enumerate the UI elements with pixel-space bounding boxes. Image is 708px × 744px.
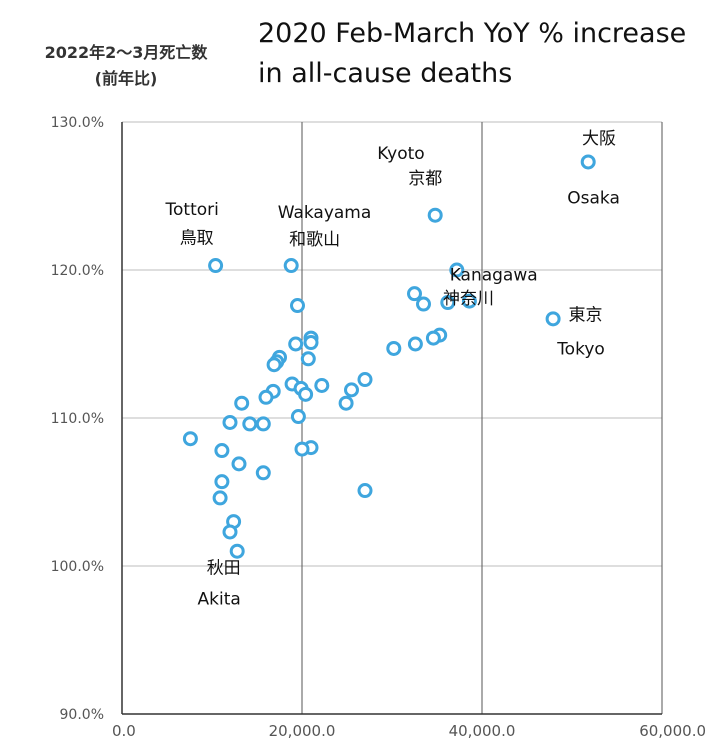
data-point-35 [255, 416, 271, 432]
x-tick-label-2: 40,000.0 [449, 722, 516, 740]
annotations: 大阪 Osaka Kyoto 京都 Tottori 鳥取 Wakayama 和歌山 Kanaga… [165, 129, 620, 609]
annotation-7: 和歌山 [289, 230, 340, 250]
x-tick-label-1: 20,000.0 [269, 722, 336, 740]
data-point-29 [258, 389, 274, 405]
data-point-15 [407, 336, 423, 352]
y-axis-title: 2022年2〜3月死亡数 (前年比) [6, 40, 246, 92]
data-point-26 [344, 382, 359, 398]
data-points [182, 154, 596, 559]
data-point-7 [440, 295, 456, 311]
annotation-10: 東京 [569, 305, 603, 325]
data-point-46 [222, 524, 238, 540]
data-point-43 [357, 483, 373, 499]
annotation-2: Kyoto [377, 144, 424, 164]
data-point-8 [461, 293, 477, 309]
data-point-32 [290, 409, 306, 425]
annotation-1: Osaka [567, 188, 620, 208]
data-point-28 [298, 386, 314, 402]
data-point-22 [357, 372, 373, 388]
y-axis-title-line-1: 2022年2〜3月死亡数 [44, 43, 208, 62]
data-point-33 [222, 414, 238, 430]
data-point-2 [208, 258, 224, 274]
y-tick-label-2: 110.0% [51, 411, 104, 427]
data-point-42 [214, 474, 230, 490]
annotation-4: Tottori [165, 200, 219, 220]
annotation-12: 秋田 [207, 558, 241, 578]
data-point-0 [580, 154, 596, 170]
data-point-14 [425, 330, 441, 346]
data-point-31 [338, 395, 354, 411]
tick-labels: 90.0% 100.0% 110.0% 120.0% 130.0% 0.0 20,000.0… [51, 115, 706, 740]
data-point-40 [231, 456, 247, 472]
data-point-36 [182, 431, 198, 447]
annotation-11: Tokyo [556, 339, 605, 359]
data-point-10 [545, 311, 561, 327]
data-point-21 [300, 351, 316, 367]
data-point-20 [266, 357, 282, 373]
annotation-9: 神奈川 [443, 289, 494, 309]
data-point-41 [255, 465, 271, 481]
x-tick-label-0: 0.0 [112, 722, 136, 740]
data-point-5 [407, 286, 422, 302]
y-tick-label-1: 100.0% [51, 559, 104, 575]
data-point-17 [288, 336, 304, 352]
data-point-16 [386, 340, 402, 356]
annotation-3: 京都 [408, 169, 442, 189]
data-point-44 [212, 490, 228, 506]
axes [121, 122, 662, 715]
y-tick-label-3: 120.0% [51, 263, 104, 279]
data-point-39 [214, 443, 230, 459]
chart-title: 2020 Feb-March YoY % increase in all-cau… [258, 18, 687, 89]
y-tick-label-0: 90.0% [60, 707, 104, 723]
y-tick-label-4: 130.0% [51, 115, 104, 131]
data-point-4 [449, 262, 465, 278]
data-point-1 [427, 207, 443, 223]
annotation-0: 大阪 [582, 129, 616, 149]
annotation-13: Akita [198, 589, 241, 609]
data-point-38 [294, 441, 310, 457]
annotation-8: Kanagawa [450, 265, 538, 285]
data-point-24 [314, 377, 330, 393]
data-point-3 [283, 258, 299, 274]
data-point-6 [416, 296, 431, 312]
annotation-5: 鳥取 [180, 228, 214, 248]
x-tick-label-3: 60,000.0 [639, 722, 706, 740]
data-point-30 [234, 395, 250, 411]
data-point-34 [242, 416, 258, 432]
data-point-12 [303, 335, 319, 351]
data-point-9 [290, 298, 305, 314]
data-point-47 [229, 543, 245, 559]
annotation-6: Wakayama [278, 203, 372, 223]
y-axis-title-line-2: (前年比) [94, 69, 158, 88]
